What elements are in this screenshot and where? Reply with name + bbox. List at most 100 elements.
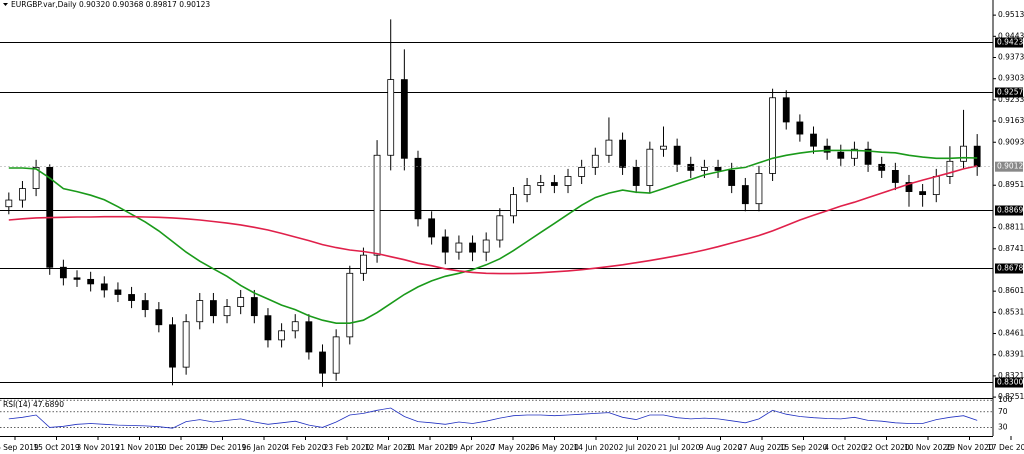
chart-title: EURGBP.var,Daily 0.90320 0.90368 0.89817…: [11, 0, 210, 9]
candle-body: [660, 145, 667, 150]
candle-body: [619, 139, 626, 168]
candle-body: [946, 160, 954, 177]
candle-body: [905, 182, 913, 192]
x-tick-label: 14 Jun 2020: [573, 443, 618, 452]
x-tick-label: 4 Oct 2020: [824, 443, 866, 452]
x-tick-label: 2 Jul 2020: [619, 443, 657, 452]
candle-body: [87, 278, 95, 285]
level-label-bg: [995, 205, 1023, 216]
candle-body: [73, 277, 81, 280]
candle-body: [59, 266, 67, 279]
candle-body: [428, 218, 436, 238]
candle-body: [482, 239, 490, 253]
level-label-bg: [995, 37, 1023, 48]
candle-body: [469, 242, 476, 253]
level-label: 0.83002: [997, 378, 1024, 387]
candle-body: [837, 151, 845, 159]
candle-body: [346, 272, 354, 338]
candle-body: [5, 199, 13, 208]
candle-body: [264, 315, 272, 341]
candle-body: [387, 79, 395, 156]
rsi-tick-label: 30: [998, 422, 1008, 431]
x-tick-label: 21 Jul 2020: [658, 443, 701, 452]
candle-body: [523, 185, 531, 196]
x-tick-label: 22 Oct 2020: [863, 443, 910, 452]
candle-body: [182, 321, 190, 368]
candle-body: [141, 300, 149, 311]
x-tick-label: 27 Aug 2020: [738, 443, 786, 452]
candle-body: [169, 324, 176, 368]
candle-body: [278, 330, 285, 341]
candle-body: [782, 97, 790, 123]
x-tick-label: 15 Sep 2020: [780, 443, 828, 452]
x-tick-label: 15 Oct 2019: [33, 443, 80, 452]
candle-body: [564, 176, 572, 186]
x-tick-label: 26 May 2020: [530, 443, 579, 452]
candle-body: [223, 306, 231, 317]
candle-body: [196, 300, 204, 323]
candle-body: [810, 133, 817, 147]
candle-body: [741, 185, 749, 205]
x-tick-label: 26 Sep 2019: [0, 443, 39, 452]
candle-body: [250, 297, 258, 317]
candle-body: [455, 242, 463, 253]
x-tick-label: 31 Mar 2020: [406, 443, 454, 452]
moving-average: [8, 149, 978, 324]
x-tick-label: 4 Feb 2020: [285, 443, 327, 452]
candle-body: [687, 163, 695, 171]
candle-body: [673, 145, 681, 165]
rsi-tick-label: 100: [998, 395, 1013, 404]
x-tick-label: 16 Jan 2020: [242, 443, 287, 452]
candle-body: [537, 182, 545, 186]
menu-arrow: [3, 3, 8, 6]
candle-body: [332, 336, 340, 374]
x-tick-label: 7 May 2020: [491, 443, 535, 452]
x-tick-label: 17 Dec 2020: [987, 443, 1024, 452]
candle-body: [114, 289, 122, 295]
candle-body: [823, 145, 831, 153]
rsi-tick-label: 70: [998, 407, 1008, 416]
candle-body: [128, 294, 135, 301]
x-tick-label: 3 Nov 2019: [76, 443, 119, 452]
candle-body: [400, 79, 408, 159]
candle-body: [32, 166, 40, 189]
candle-body: [578, 166, 586, 177]
candle-body: [932, 176, 940, 196]
x-tick-label: 9 Aug 2020: [699, 443, 742, 452]
candle-body: [550, 182, 558, 186]
candle-body: [496, 215, 504, 241]
candle-body: [510, 194, 517, 217]
level-label-bg: [995, 263, 1023, 274]
candle-body: [373, 154, 381, 256]
candle-body: [919, 191, 927, 196]
x-tick-label: 19 Apr 2020: [448, 443, 495, 452]
candle-body: [755, 173, 763, 205]
x-tick-label: 23 Feb 2020: [324, 443, 371, 452]
candle-body: [291, 321, 299, 332]
candle-body: [714, 166, 722, 171]
plot: [5, 19, 981, 387]
candle-body: [210, 300, 217, 317]
candle-body: [728, 169, 736, 186]
x-tick-label: 29 Nov 2020: [945, 443, 993, 452]
candle-body: [864, 148, 872, 165]
level-label-bg: [995, 377, 1023, 388]
candle-body: [851, 148, 858, 159]
candle-body: [891, 169, 899, 183]
